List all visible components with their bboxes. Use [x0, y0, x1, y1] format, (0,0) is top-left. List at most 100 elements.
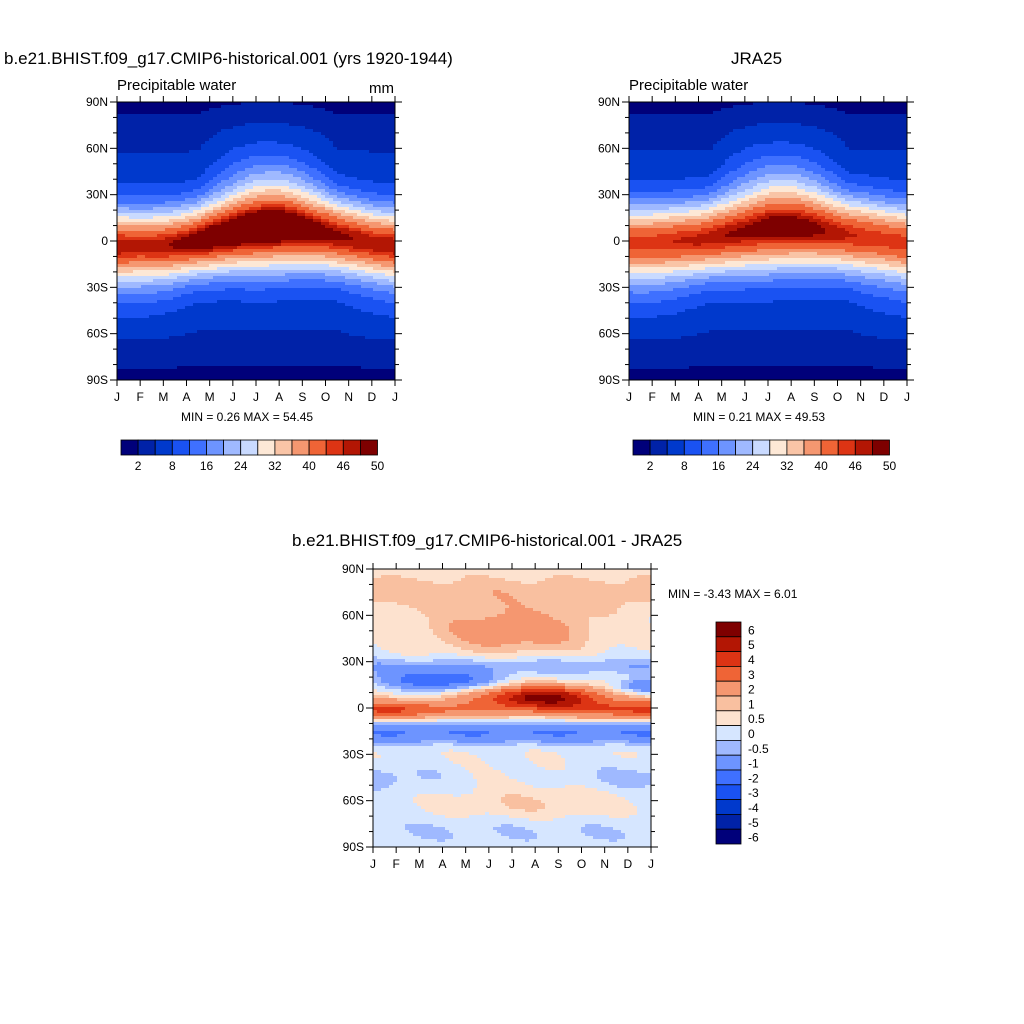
heatmap-cell [185, 285, 190, 289]
heatmap-cell [133, 219, 138, 223]
heatmap-cell [273, 294, 278, 298]
heatmap-cell [257, 294, 262, 298]
heatmap-cell [125, 270, 130, 274]
heatmap-cell [297, 114, 302, 118]
heatmap-cell [273, 168, 278, 172]
heatmap-cell [233, 171, 238, 175]
heatmap-cell [249, 141, 254, 145]
heatmap-cell [377, 312, 382, 316]
heatmap-cell [133, 159, 138, 163]
heatmap-cell [245, 162, 250, 166]
heatmap-cell [309, 264, 314, 268]
heatmap-cell [345, 111, 350, 115]
heatmap-cell [297, 162, 302, 166]
heatmap-cell [281, 279, 286, 283]
heatmap-cell [165, 297, 170, 301]
heatmap-cell [225, 117, 230, 121]
heatmap-cell [393, 264, 396, 268]
heatmap-cell [157, 150, 162, 154]
heatmap-cell [217, 150, 222, 154]
heatmap-cell [221, 153, 226, 157]
heatmap-cell [257, 258, 262, 262]
heatmap-cell [361, 312, 366, 316]
heatmap-cell [373, 153, 378, 157]
heatmap-cell [161, 309, 166, 313]
heatmap-cell [233, 192, 238, 196]
heatmap-cell [173, 291, 178, 295]
heatmap-cell [125, 174, 130, 178]
heatmap-cell [137, 276, 142, 280]
heatmap-cell [249, 234, 254, 238]
heatmap-cell [117, 156, 122, 160]
heatmap-cell [173, 306, 178, 310]
heatmap-cell [129, 288, 134, 292]
heatmap-cell [117, 234, 122, 238]
heatmap-cell [265, 180, 270, 184]
heatmap-cell [301, 153, 306, 157]
heatmap-cell [309, 108, 314, 112]
heatmap-cell [125, 210, 130, 214]
heatmap-cell [205, 108, 210, 112]
heatmap-cell [389, 138, 394, 142]
heatmap-cell [209, 231, 214, 235]
heatmap-cell [353, 144, 358, 148]
heatmap-cell [341, 288, 346, 292]
heatmap-cell [285, 246, 290, 250]
heatmap-cell [301, 126, 306, 130]
heatmap-cell [181, 249, 186, 253]
heatmap-cell [285, 144, 290, 148]
heatmap-cell [121, 153, 126, 157]
heatmap-cell [133, 243, 138, 247]
heatmap-cell [229, 114, 234, 118]
heatmap-cell [161, 285, 166, 289]
heatmap-cell [341, 189, 346, 193]
heatmap-cell [237, 240, 242, 244]
heatmap-cell [365, 294, 370, 298]
heatmap-cell [309, 303, 314, 307]
heatmap-cell [157, 174, 162, 178]
heatmap-cell [321, 120, 326, 124]
heatmap-cell [265, 138, 270, 142]
heatmap-cell [221, 219, 226, 223]
heatmap-cell [293, 219, 298, 223]
heatmap-cell [229, 213, 234, 217]
heatmap-cell [373, 285, 378, 289]
heatmap-cell [173, 150, 178, 154]
heatmap-cell [161, 288, 166, 292]
heatmap-cell [357, 201, 362, 205]
heatmap-cell [321, 228, 326, 232]
heatmap-cell [329, 213, 334, 217]
heatmap-cell [201, 117, 206, 121]
heatmap-cell [345, 264, 350, 268]
heatmap-cell [365, 249, 370, 253]
heatmap-cell [221, 231, 226, 235]
heatmap-cell [205, 234, 210, 238]
heatmap-cell [333, 264, 338, 268]
heatmap-cell [377, 192, 382, 196]
heatmap-cell [301, 267, 306, 271]
heatmap-cell [293, 171, 298, 175]
heatmap-cell [341, 240, 346, 244]
heatmap-cell [161, 315, 166, 319]
heatmap-cell [329, 192, 334, 196]
heatmap-cell [205, 276, 210, 280]
heatmap-cell [241, 228, 246, 232]
heatmap-cell [381, 222, 386, 226]
heatmap-cell [277, 171, 282, 175]
heatmap-cell [117, 186, 122, 190]
heatmap-cell [365, 240, 370, 244]
heatmap-cell [225, 123, 230, 127]
heatmap-cell [365, 222, 370, 226]
heatmap-cell [381, 120, 386, 124]
heatmap-cell [181, 180, 186, 184]
heatmap-cell [389, 186, 394, 190]
heatmap-cell [317, 294, 322, 298]
heatmap-cell [273, 276, 278, 280]
heatmap-cell [209, 285, 214, 289]
heatmap-cell [365, 183, 370, 187]
heatmap-cell [133, 303, 138, 307]
heatmap-cell [177, 240, 182, 244]
heatmap-cell [373, 294, 378, 298]
heatmap-cell [297, 186, 302, 190]
heatmap-cell [281, 195, 286, 199]
